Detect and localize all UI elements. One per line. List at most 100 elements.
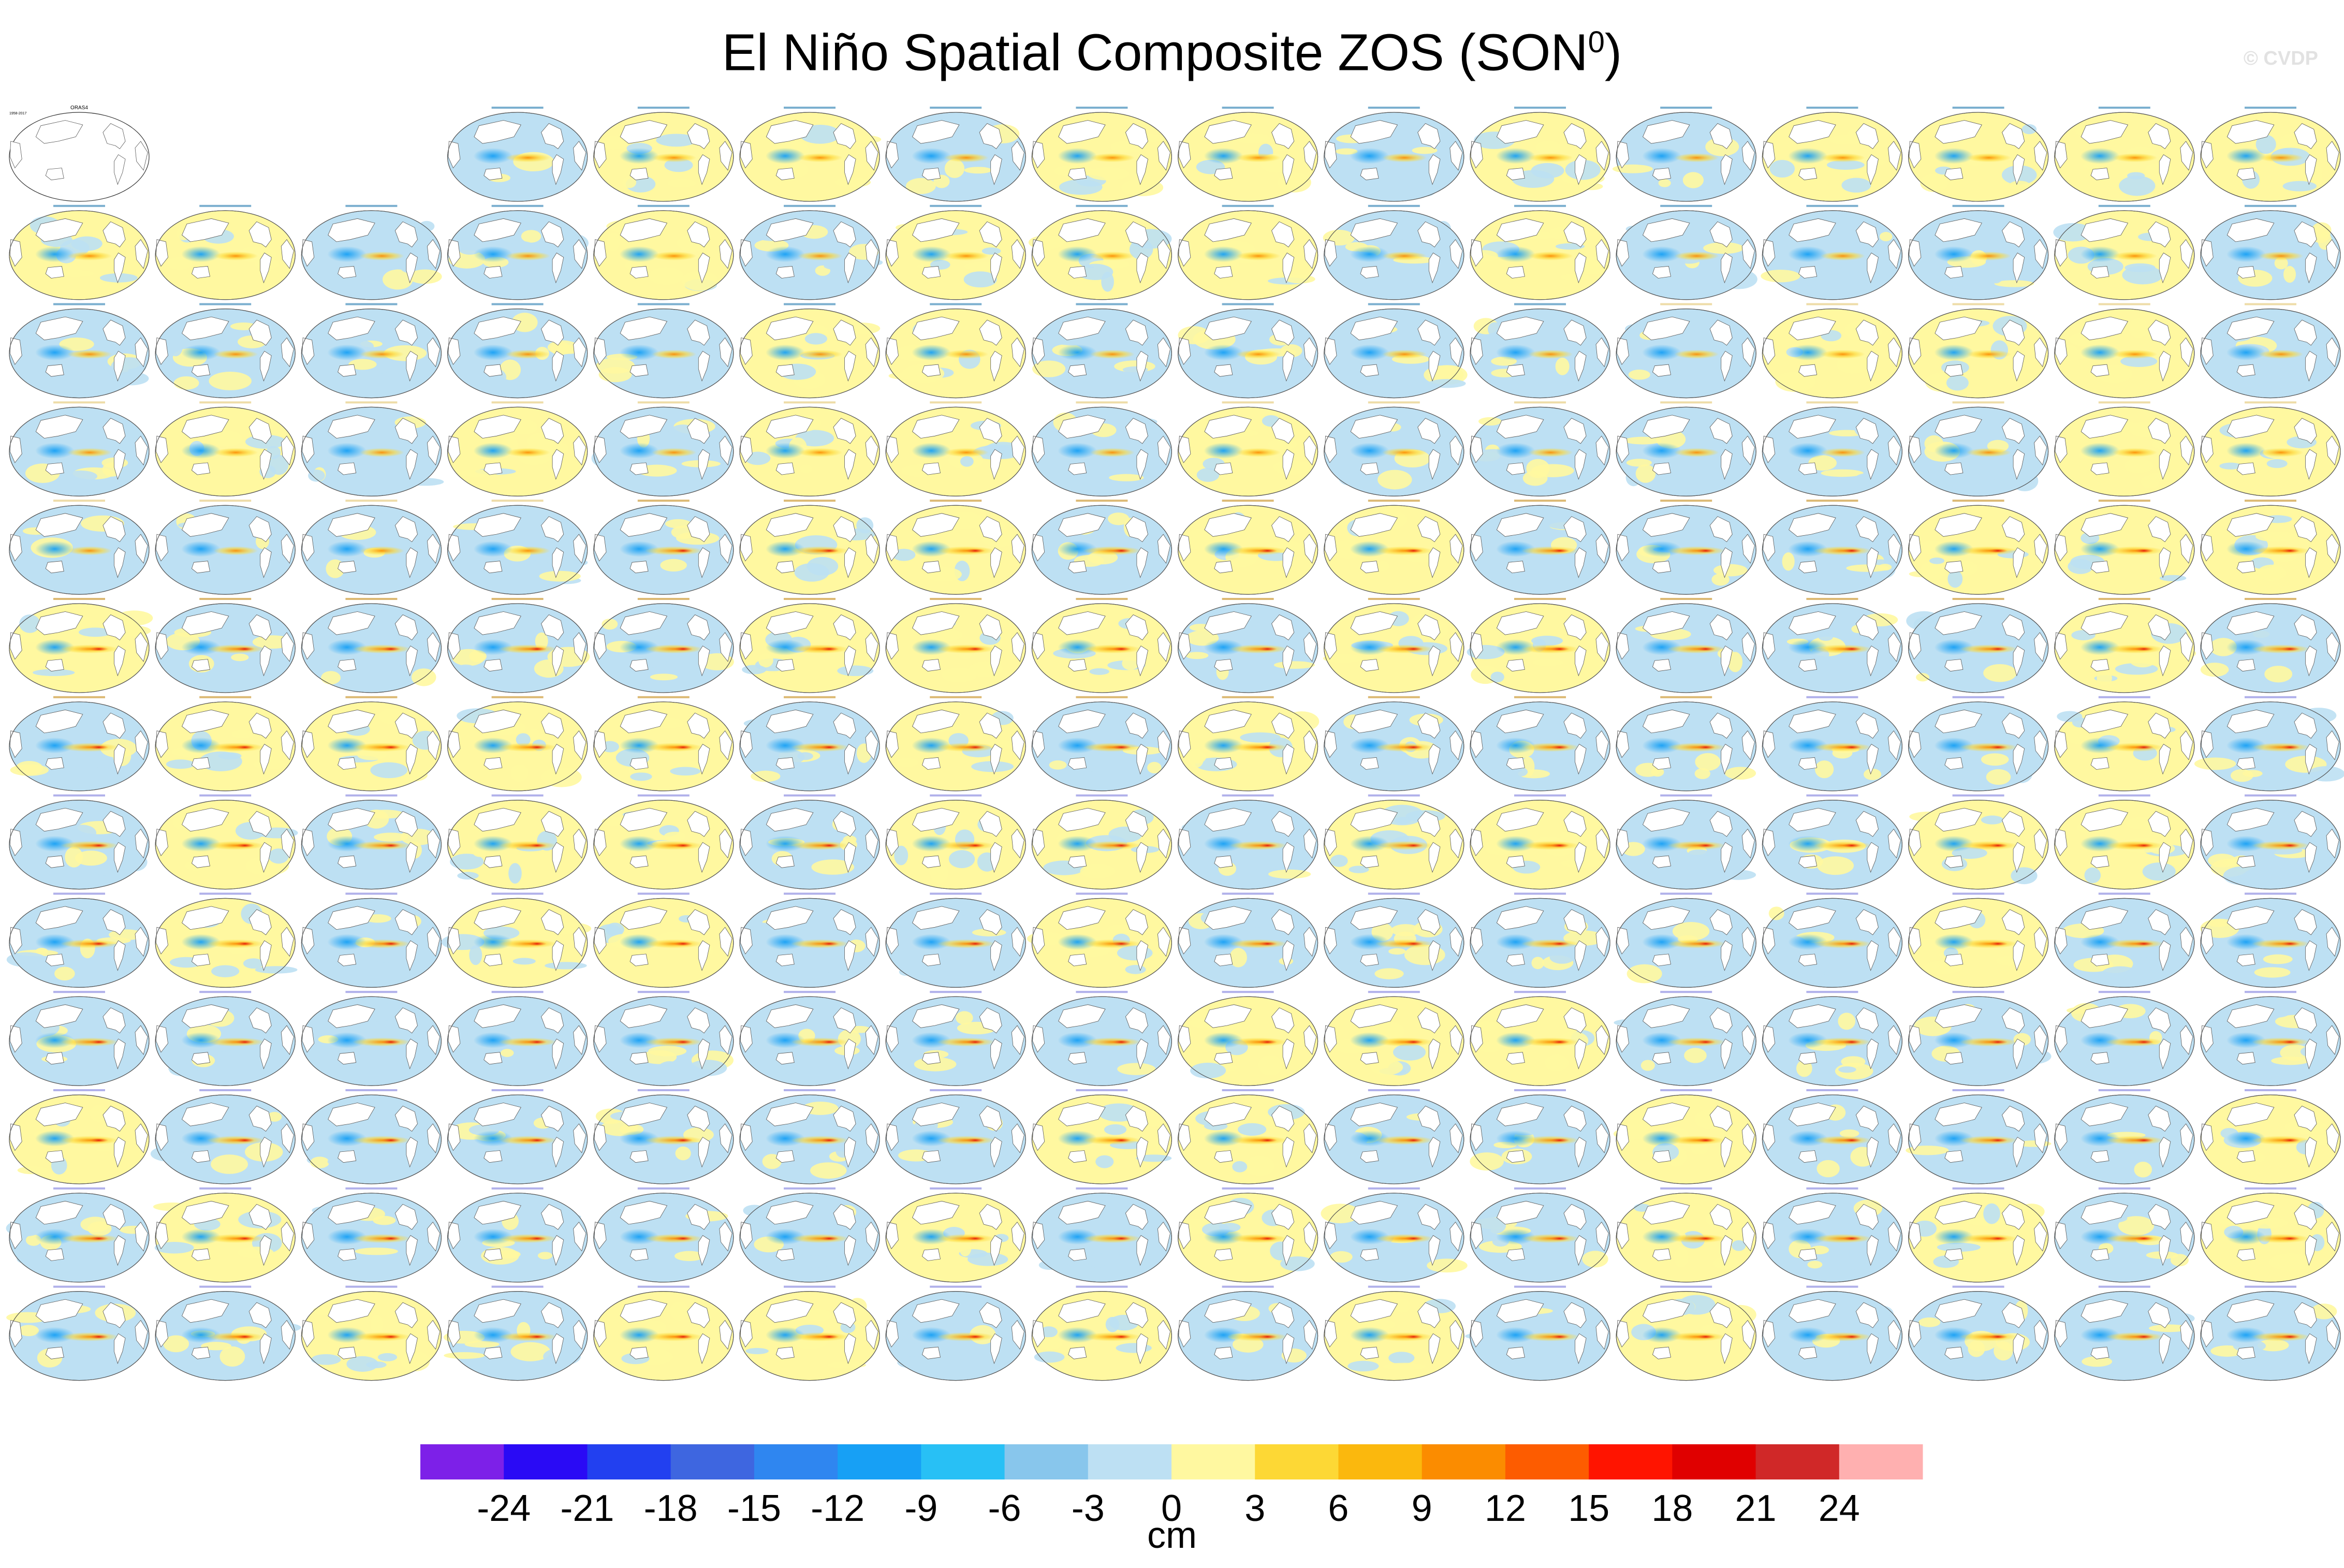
continent-outline (1428, 646, 1441, 677)
continent-outline (1798, 168, 1818, 181)
panel-title-mark (1660, 696, 1712, 698)
continent-outline (1496, 709, 1544, 734)
panel-title-mark (1076, 204, 1128, 207)
continent-outline (1157, 435, 1171, 466)
colorbar-tick-label: -9 (904, 1488, 937, 1529)
continent-outline (2034, 730, 2047, 760)
model-map-panel (1031, 500, 1172, 595)
continent-outline (394, 418, 418, 444)
continent-outline (1068, 757, 1087, 770)
continent-outline (1204, 611, 1252, 635)
continent-outline (1855, 516, 1879, 543)
continent-outline (1496, 611, 1544, 635)
continent-outline (1643, 218, 1690, 242)
panel-title-mark (1660, 303, 1712, 305)
continent-outline (1496, 120, 1544, 144)
continent-outline (2034, 632, 2047, 662)
continent-outline (474, 316, 521, 341)
continent-outline (260, 743, 272, 775)
continent-outline (182, 513, 229, 537)
continent-outline (2159, 252, 2171, 284)
model-map-panel (1324, 107, 1464, 202)
continent-outline (1282, 252, 1295, 284)
continent-outline (2180, 730, 2193, 760)
continent-outline (1058, 611, 1106, 635)
continent-outline (1506, 757, 1525, 770)
panel-title-mark (1806, 696, 1858, 698)
panel-title-mark (930, 696, 982, 698)
continent-outline (979, 418, 1002, 444)
continent-outline (2002, 712, 2025, 739)
continent-outline (1909, 435, 1922, 463)
continent-outline (2159, 547, 2171, 578)
continent-outline (2226, 415, 2275, 439)
continent-outline (1798, 757, 1818, 770)
continent-outline (1595, 632, 1609, 662)
continent-outline (338, 757, 357, 770)
continent-outline (45, 561, 64, 574)
continent-outline (2294, 418, 2317, 444)
continent-outline (573, 239, 587, 269)
continent-outline (620, 415, 668, 439)
continent-outline (1867, 547, 1879, 578)
panel-title-mark (199, 500, 252, 502)
continent-outline (35, 415, 83, 439)
continent-outline (844, 154, 856, 185)
continent-outline (833, 319, 856, 346)
continent-outline (1643, 709, 1690, 734)
continent-outline (1798, 462, 1818, 475)
continent-outline (1470, 239, 1483, 267)
model-map-panel (885, 500, 1026, 595)
colorbar-box (420, 1444, 504, 1479)
continent-outline (102, 319, 126, 346)
continent-outline (1741, 534, 1755, 564)
continent-outline (740, 435, 753, 463)
panel-title-mark (2098, 696, 2150, 698)
continent-outline (448, 534, 461, 562)
continent-outline (1449, 534, 1463, 564)
continent-outline (1125, 221, 1148, 247)
continent-outline (1428, 350, 1441, 382)
continent-outline (1011, 337, 1024, 368)
continent-outline (1360, 364, 1379, 377)
continent-outline (1068, 659, 1087, 672)
panel-title-mark (1076, 107, 1128, 109)
continent-outline (1032, 141, 1045, 169)
continent-outline (248, 516, 272, 543)
continent-outline (629, 462, 649, 475)
continent-outline (1935, 709, 1982, 734)
panel-title-mark (1806, 303, 1858, 305)
model-map-panel (2200, 500, 2341, 595)
model-map-panel (1908, 107, 2049, 202)
model-map-panel (1470, 500, 1610, 595)
continent-outline (2148, 319, 2171, 346)
continent-outline (1011, 141, 1024, 171)
continent-outline (1428, 547, 1441, 578)
panel-title-mark (784, 303, 836, 305)
model-map-panel (1761, 204, 1902, 300)
continent-outline (1935, 316, 1982, 341)
panel-title-mark (1076, 303, 1128, 305)
continent-outline (281, 239, 294, 269)
continent-outline (135, 534, 148, 564)
continent-outline (2081, 316, 2129, 341)
continent-outline (1867, 154, 1879, 185)
continent-outline (1855, 319, 1879, 346)
continent-outline (2002, 614, 2025, 641)
continent-outline (1214, 757, 1233, 770)
continent-outline (1157, 534, 1171, 564)
continent-outline (775, 168, 795, 181)
continent-outline (1271, 418, 1295, 444)
continent-outline (629, 561, 649, 574)
continent-outline (328, 218, 375, 242)
continent-outline (1563, 712, 1587, 739)
continent-outline (1595, 534, 1609, 564)
continent-outline (484, 168, 503, 181)
continent-outline (886, 632, 899, 660)
continent-outline (1617, 239, 1629, 267)
continent-outline (1763, 730, 1776, 758)
continent-outline (9, 239, 22, 267)
continent-outline (1643, 513, 1690, 537)
continent-outline (281, 337, 294, 368)
continent-outline (1136, 252, 1148, 284)
